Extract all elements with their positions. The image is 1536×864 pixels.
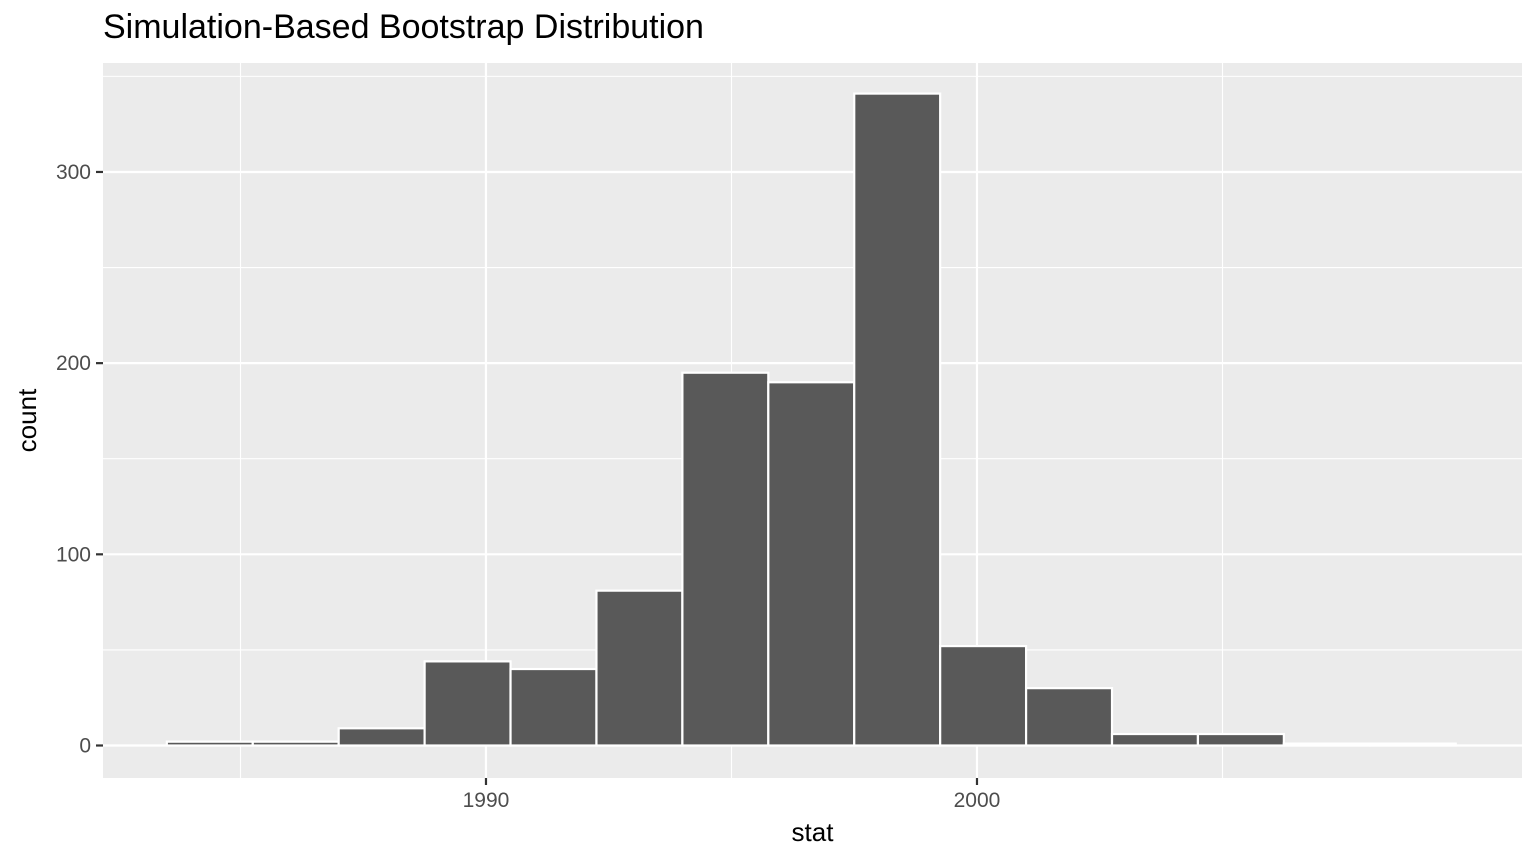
axis-ticks: 0 100 200 300 1990 2000 <box>56 161 1000 812</box>
minor-gridlines <box>103 63 1522 778</box>
x-tick-label: 2000 <box>954 789 1001 812</box>
histogram-bar <box>509 667 598 747</box>
histogram-bar <box>595 589 684 747</box>
histogram-bar <box>939 644 1028 747</box>
histogram-bar <box>1110 732 1200 747</box>
histogram-bar <box>165 740 254 747</box>
histogram-bar <box>767 381 856 747</box>
histogram-bar <box>1368 742 1457 747</box>
histogram-bars <box>165 92 1457 747</box>
histogram-bar <box>251 740 340 747</box>
x-tick-label: 1990 <box>463 789 510 812</box>
y-tick-label: 200 <box>56 352 91 375</box>
histogram-bar <box>423 660 512 747</box>
y-axis-title: count <box>12 388 42 452</box>
histogram-bar <box>337 727 426 747</box>
y-tick-label: 100 <box>56 543 91 566</box>
histogram-bar <box>681 371 770 747</box>
histogram-bar <box>1196 732 1285 747</box>
histogram-bar <box>1024 687 1114 747</box>
histogram-bar <box>853 92 942 747</box>
y-tick-label: 300 <box>56 161 91 184</box>
y-tick-label: 0 <box>79 735 91 758</box>
x-axis-title: stat <box>792 817 835 847</box>
histogram-bar <box>1282 742 1371 747</box>
chart-title: Simulation-Based Bootstrap Distribution <box>103 8 704 46</box>
